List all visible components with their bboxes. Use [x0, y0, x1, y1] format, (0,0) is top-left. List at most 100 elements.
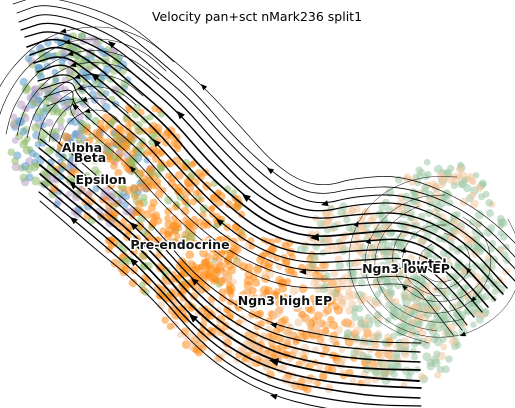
cell-point: [460, 230, 469, 239]
cell-point: [164, 207, 173, 216]
cell-point: [375, 276, 383, 284]
streamline: [433, 232, 471, 290]
cell-point: [241, 288, 251, 297]
cell-point: [31, 123, 41, 132]
streamline: [26, 74, 144, 139]
cell-point: [174, 187, 183, 196]
streamline: [366, 218, 515, 338]
streamline-arrowhead: [216, 219, 225, 227]
cell-point: [71, 192, 81, 202]
streamline: [18, 14, 515, 270]
cell-point: [141, 288, 150, 296]
cell-point: [216, 314, 226, 324]
cell-point: [404, 277, 413, 286]
streamline-arrowhead: [310, 233, 320, 241]
streamline: [33, 56, 489, 308]
cell-point: [7, 148, 16, 156]
cell-point: [161, 138, 170, 147]
cell-point: [107, 147, 115, 154]
cell-point: [329, 320, 338, 330]
cell-point: [237, 210, 246, 219]
cell-point: [136, 128, 143, 136]
streamline: [38, 147, 421, 363]
cell-point: [446, 174, 456, 184]
cell-point: [11, 162, 21, 172]
cell-point: [496, 215, 505, 223]
cell-point: [374, 319, 382, 328]
cell-point: [130, 266, 139, 275]
cell-point: [459, 267, 467, 275]
cell-point: [226, 287, 235, 295]
cell-point: [31, 176, 41, 186]
cell-point: [273, 255, 281, 262]
cell-point: [434, 371, 442, 379]
streamline: [40, 81, 468, 326]
streamline-arrowhead: [402, 285, 408, 291]
cell-point: [363, 327, 372, 335]
streamline-arrowhead: [81, 96, 88, 102]
cell-point: [322, 345, 331, 354]
cell-point: [168, 174, 176, 183]
cell-point: [49, 184, 59, 193]
cell-point: [436, 365, 445, 374]
cell-point: [218, 294, 227, 303]
cell-point: [413, 336, 423, 346]
cell-point: [77, 185, 87, 195]
cell-point: [110, 85, 119, 95]
cluster-label: Epsilon: [76, 172, 127, 187]
cell-point: [15, 117, 24, 126]
cell-point: [342, 273, 351, 281]
streamline: [374, 205, 465, 323]
cell-point: [406, 284, 415, 294]
streamline-arrowhead: [299, 268, 307, 275]
cell-point: [218, 246, 227, 255]
cell-point: [77, 32, 87, 41]
cell-point: [164, 160, 172, 168]
cell-point: [225, 281, 233, 289]
cell-point: [128, 278, 138, 288]
cell-point: [122, 113, 131, 122]
cell-point: [473, 243, 483, 253]
cell-point: [175, 171, 184, 180]
cell-point: [102, 213, 111, 222]
cell-point: [74, 205, 84, 214]
cell-point: [400, 381, 408, 388]
cell-point: [10, 113, 18, 121]
cell-point: [110, 66, 119, 75]
streamline-arrowhead: [270, 393, 278, 400]
cell-point: [322, 326, 330, 335]
cell-point: [181, 269, 190, 278]
cell-point: [189, 266, 198, 276]
cell-point: [100, 98, 107, 105]
streamline: [364, 194, 446, 332]
cell-point: [298, 310, 306, 319]
cell-point: [43, 86, 52, 95]
streamline-arrowhead: [269, 358, 280, 367]
cell-point: [351, 313, 359, 321]
streamline-arrowhead: [108, 41, 116, 49]
streamline: [38, 191, 422, 407]
cell-point: [314, 281, 322, 289]
cell-point: [353, 257, 362, 267]
streamline: [402, 224, 447, 297]
streamline-arrowhead: [242, 194, 251, 202]
cell-point: [161, 316, 169, 324]
cell-point: [385, 294, 393, 303]
cell-point: [408, 318, 416, 326]
cell-point: [45, 118, 54, 127]
cell-point: [199, 248, 208, 258]
streamline-arrowhead: [401, 247, 406, 254]
cell-point: [75, 112, 84, 121]
cell-point: [302, 245, 309, 252]
cell-point: [114, 168, 123, 177]
cell-point: [393, 350, 401, 358]
cell-point: [133, 208, 141, 216]
streamline: [39, 173, 422, 389]
cell-point: [71, 151, 80, 160]
cell-point: [400, 231, 407, 239]
cell-point: [332, 302, 340, 311]
cell-point: [454, 211, 461, 218]
cell-point: [415, 320, 422, 328]
cell-point: [44, 104, 53, 113]
